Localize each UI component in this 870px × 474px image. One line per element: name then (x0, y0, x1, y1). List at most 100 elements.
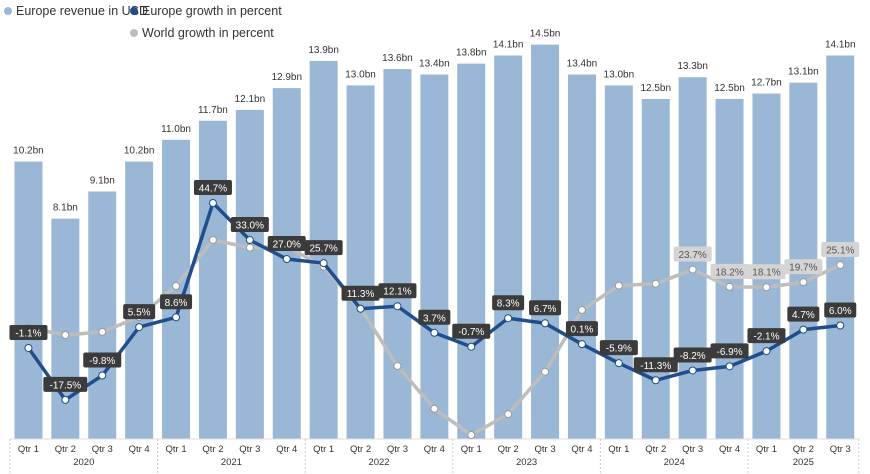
bar (567, 74, 596, 440)
data-point (282, 255, 291, 264)
x-tick-label: Qtr 3 (534, 444, 555, 455)
data-point (245, 243, 254, 252)
data-point (762, 283, 771, 292)
x-tick-label: Qtr 1 (165, 444, 186, 455)
data-label-text: 8.6% (165, 298, 188, 309)
x-tick-label: Qtr 3 (239, 444, 260, 455)
data-label-text: 18.1% (752, 268, 780, 279)
bar-label: 13.8bn (456, 48, 487, 59)
data-label: 25.1% (821, 242, 860, 258)
data-label-box (784, 259, 823, 275)
data-label-box (230, 217, 269, 233)
legend-item-revenue[interactable]: Europe revenue in USD (4, 4, 148, 18)
data-label-text: 23.7% (678, 250, 706, 261)
bar-label: 13.4bn (419, 59, 450, 70)
year-label: 2022 (368, 457, 389, 468)
data-point (688, 265, 697, 274)
data-label-text: -6.9% (716, 347, 742, 358)
bar-label: 13.9bn (308, 45, 339, 56)
data-point (688, 366, 697, 375)
bar-label: 10.2bn (13, 146, 44, 157)
data-label-text: -17.5% (50, 380, 82, 391)
bar-label: 14.5bn (530, 29, 561, 40)
x-tick-label: Qtr 1 (756, 444, 777, 455)
data-point (172, 313, 181, 322)
bar-label: 12.5bn (714, 83, 745, 94)
legend-swatch (130, 29, 138, 37)
bar-label: 13.4bn (567, 59, 598, 70)
bar (641, 99, 670, 439)
data-label-text: 8.3% (497, 299, 520, 310)
data-point (504, 410, 513, 419)
legend-label: World growth in percent (142, 26, 274, 40)
legend-item-world-growth[interactable]: World growth in percent (130, 26, 274, 40)
x-tick-label: Qtr 2 (202, 444, 223, 455)
year-label: 2020 (73, 457, 94, 468)
data-label-text: -11.3% (640, 361, 671, 372)
x-tick-label: Qtr 4 (571, 444, 592, 455)
data-point (245, 236, 254, 245)
data-point (799, 278, 808, 287)
data-label-text: 12.1% (383, 287, 411, 298)
data-label: 19.7% (784, 259, 823, 275)
data-label-box (747, 264, 786, 280)
data-label: 0.1% (565, 321, 598, 337)
bar-label: 12.1bn (235, 94, 266, 105)
data-label-box (747, 328, 786, 344)
data-label: 6.7% (529, 300, 562, 316)
data-point (467, 342, 476, 351)
data-point (319, 259, 328, 268)
bar-label: 12.5bn (640, 83, 671, 94)
data-label-text: 19.7% (789, 263, 817, 274)
year-label: 2023 (516, 457, 537, 468)
bar-label: 14.1bn (493, 39, 524, 50)
data-point (61, 331, 70, 340)
data-point (762, 347, 771, 356)
bar (125, 161, 154, 439)
data-label: 18.2% (710, 263, 749, 279)
data-label: 5.5% (123, 304, 156, 320)
x-tick-label: Qtr 3 (387, 444, 408, 455)
data-label-text: 33.0% (236, 221, 264, 232)
bar-label: 12.9bn (271, 72, 302, 83)
data-point (725, 362, 734, 371)
bar (494, 55, 523, 439)
data-point (98, 327, 107, 336)
data-label: -9.8% (83, 352, 122, 368)
data-point (172, 281, 181, 290)
x-tick-label: Qtr 1 (461, 444, 482, 455)
bar (51, 218, 80, 439)
legend-item-europe-growth[interactable]: Europe growth in percent (130, 4, 282, 18)
data-label: 8.3% (492, 295, 525, 311)
data-label-box (341, 285, 380, 301)
x-tick-label: Qtr 4 (424, 444, 445, 455)
bar-label: 13.3bn (677, 61, 708, 72)
bar-label: 11.7bn (198, 105, 228, 116)
x-tick-label: Qtr 4 (276, 444, 297, 455)
data-label: -11.3% (633, 357, 678, 373)
data-point (651, 279, 660, 288)
data-point (208, 199, 217, 208)
data-label-box (378, 283, 417, 299)
bar (272, 88, 301, 440)
data-point (393, 302, 402, 311)
bar-label: 9.1bn (90, 175, 115, 186)
data-point (836, 261, 845, 270)
x-tick-label: Qtr 1 (18, 444, 39, 455)
x-tick-label: Qtr 2 (793, 444, 814, 455)
x-tick-label: Qtr 2 (498, 444, 519, 455)
data-label-box (492, 295, 525, 311)
data-label-box (710, 263, 749, 279)
legend-swatch (130, 7, 138, 15)
data-label-text: 25.1% (826, 246, 854, 257)
bar (346, 85, 375, 440)
year-label: 2025 (793, 457, 814, 468)
data-label-box (9, 324, 48, 340)
data-label: 27.0% (267, 236, 306, 252)
bar-label: 12.7bn (751, 78, 782, 89)
data-label-box (599, 340, 638, 356)
data-label-box (123, 304, 156, 320)
data-label-box (787, 306, 820, 322)
data-label-text: -2.1% (753, 332, 779, 343)
bar-label: 13.6bn (382, 53, 413, 64)
